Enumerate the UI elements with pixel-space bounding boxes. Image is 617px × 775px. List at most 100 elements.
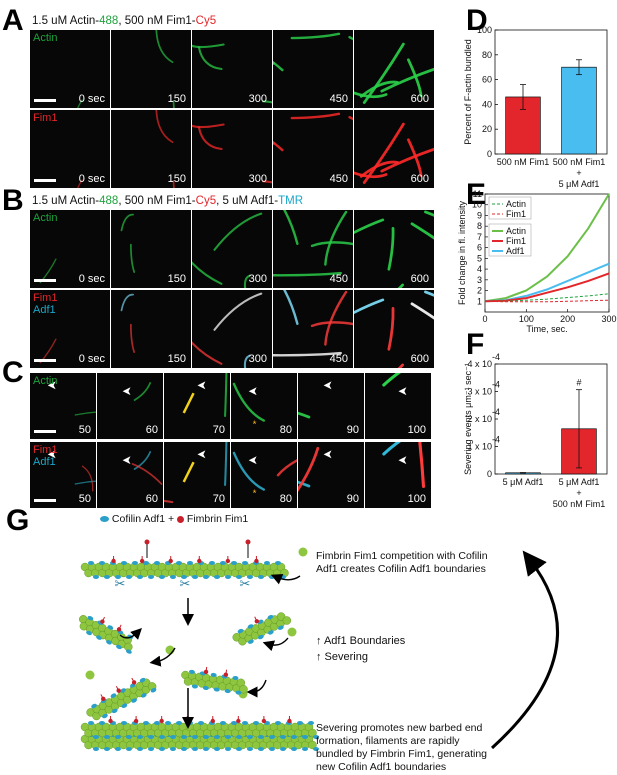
filament xyxy=(348,115,353,121)
scale-bar xyxy=(34,499,56,502)
channel-label: Adf1 xyxy=(33,456,56,468)
cofilin-molecule xyxy=(232,676,239,681)
scissors-icon: ✂ xyxy=(115,576,126,591)
cofilin-legend-dot xyxy=(100,516,109,523)
timestamp-label: 80 xyxy=(279,424,292,436)
cofilin-molecule xyxy=(150,687,157,693)
filament-image xyxy=(273,32,353,72)
cofilin-molecule xyxy=(302,747,308,751)
y-axis-label: Percent of F-actin bundled xyxy=(463,39,473,145)
filament-image xyxy=(155,110,175,188)
filament xyxy=(129,323,136,353)
x-tick-label: 100 xyxy=(519,314,534,324)
fimbrin-arm xyxy=(205,666,208,672)
cofilin-molecule xyxy=(236,575,242,579)
y-axis-label: Severing events μm⁻¹ sec⁻¹ xyxy=(463,363,473,475)
filament xyxy=(74,480,96,485)
filament-image xyxy=(273,290,353,357)
timestamp-label: 0 sec xyxy=(78,273,105,285)
filament xyxy=(224,373,228,417)
cofilin-molecule xyxy=(210,672,217,677)
filament-image xyxy=(382,442,426,488)
timestamp-label: 150 xyxy=(167,173,186,185)
fimbrin-molecule xyxy=(245,539,251,545)
channel-label: Adf1 xyxy=(33,304,56,316)
filament xyxy=(382,373,402,387)
cofilin-molecule xyxy=(269,575,275,579)
timestamp-label: 300 xyxy=(248,273,267,285)
filament xyxy=(407,138,423,178)
cofilin-molecule xyxy=(159,735,165,739)
cofilin-molecule xyxy=(225,747,231,751)
arrowhead-marker xyxy=(197,450,206,459)
cofilin-molecule xyxy=(267,614,274,620)
filament xyxy=(129,243,136,273)
y-tick-label: 0 xyxy=(487,149,492,159)
filament xyxy=(192,341,223,365)
schematic-text-line: ↑ Adf1 Boundaries xyxy=(316,635,406,647)
micrograph-panel: 90 xyxy=(298,373,365,439)
cofilin-molecule xyxy=(111,708,118,714)
cofilin-molecule xyxy=(86,630,92,636)
filament xyxy=(324,290,348,346)
cofilin-molecule xyxy=(107,625,114,630)
cofilin-molecule xyxy=(106,640,112,645)
cofilin-molecule xyxy=(291,735,297,739)
filament-image xyxy=(273,112,353,152)
filament xyxy=(354,218,385,235)
filament xyxy=(164,499,174,504)
timestamp-label: 450 xyxy=(329,353,348,365)
timestamp-label: 450 xyxy=(329,93,348,105)
cofilin-molecule xyxy=(121,703,128,708)
y-tick-label: 80 xyxy=(482,50,492,60)
filament xyxy=(362,122,405,184)
cofilin-molecule xyxy=(181,575,187,579)
panel-label-a: A xyxy=(2,4,24,37)
arrowhead-marker xyxy=(398,387,407,396)
x-tick-label: 0 xyxy=(482,314,487,324)
curved-arrow xyxy=(246,679,267,698)
arrowhead-marker xyxy=(122,456,131,465)
timestamp-label: 60 xyxy=(145,493,158,505)
cofilin-molecule xyxy=(131,698,137,703)
arrowhead-marker xyxy=(248,456,257,465)
micrograph-panel: 450 xyxy=(273,290,354,368)
cofilin-molecule xyxy=(242,721,248,725)
filament xyxy=(298,446,320,492)
header-text: , 500 nM Fim1- xyxy=(118,195,196,207)
filament-image xyxy=(77,99,83,108)
micrograph-panel: 100 xyxy=(365,442,432,508)
y-tick-exponent: -4 xyxy=(492,435,500,445)
cofilin-molecule xyxy=(253,721,259,725)
chart-d-bundling: 0 20 40 60 80 100 Percent of F-actin bundled 50… xyxy=(463,25,608,189)
schematic-text-line: bundled by Fimbrin Fim1, generating xyxy=(316,748,488,760)
filament-image xyxy=(192,123,272,184)
y-tick-label: 2 x 10 xyxy=(467,414,492,424)
cofilin-molecule xyxy=(159,575,165,579)
cofilin-molecule xyxy=(203,735,209,739)
filament-image xyxy=(182,373,228,417)
header-text: , 500 nM Fim1- xyxy=(118,15,196,27)
schematic-text-line: new Cofilin Adf1 boundaries xyxy=(316,761,447,773)
cofilin-molecule xyxy=(313,735,319,739)
cofilin-molecule xyxy=(121,561,127,565)
channel-label: Actin xyxy=(33,375,58,387)
cofilin-molecule xyxy=(188,669,195,674)
legend-label: Actin xyxy=(506,199,526,209)
filament-image xyxy=(192,212,263,288)
y-tick-label: 10 xyxy=(472,200,482,210)
x-category-label: 500 nM Fim1 xyxy=(497,157,550,167)
cofilin-molecule xyxy=(258,735,264,739)
cofilin-molecule xyxy=(176,561,182,565)
cofilin-molecule xyxy=(214,735,220,739)
micrograph-panel: 0 sec Actin xyxy=(30,210,111,288)
y-tick-exponent: -4 xyxy=(492,352,500,362)
cofilin-molecule xyxy=(198,721,204,725)
cofilin-molecule xyxy=(264,561,270,565)
actin-monomer xyxy=(287,627,297,637)
micrograph-panel: 450 xyxy=(273,110,354,188)
timestamp-label: 70 xyxy=(212,424,225,436)
cofilin-molecule xyxy=(141,693,147,698)
